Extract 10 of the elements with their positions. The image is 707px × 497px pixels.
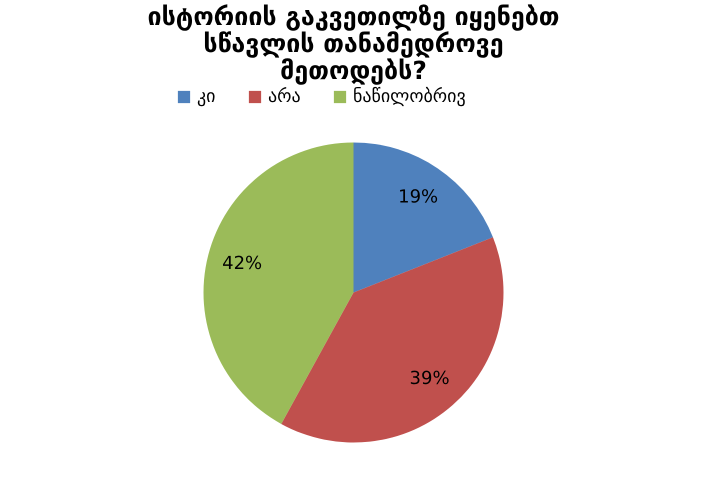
data-label: 39% <box>410 368 450 389</box>
legend-label: ნაწილობრივ <box>353 86 466 107</box>
data-label: 42% <box>222 252 262 274</box>
legend-label: არა <box>268 86 301 107</box>
chart-title: ისტორიის გაკვეთილზე იყენებთ სწავლის თანამედროვე მეთოდებს? <box>148 2 560 85</box>
data-label: 19% <box>398 186 438 208</box>
pie-slice <box>354 142 493 292</box>
pie-slice <box>204 142 354 424</box>
pie-slice <box>281 237 504 442</box>
legend-label: კი <box>197 86 216 107</box>
